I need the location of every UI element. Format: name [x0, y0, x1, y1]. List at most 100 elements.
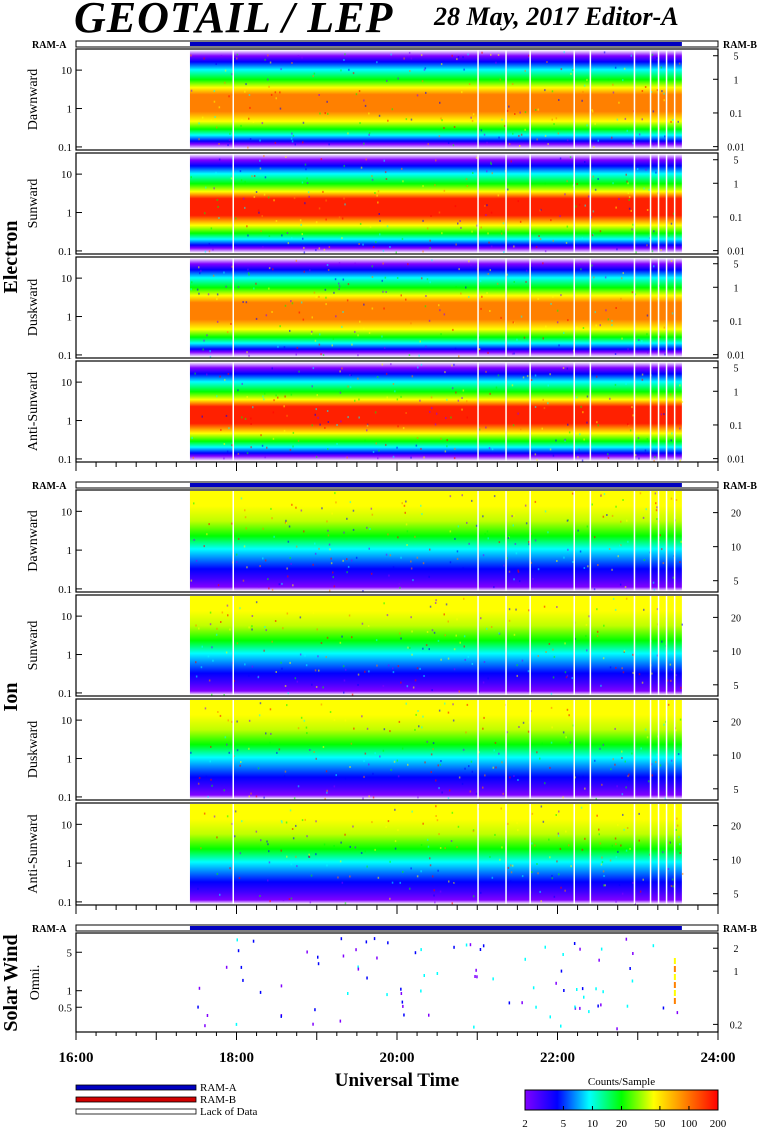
spectrogram-speck [542, 820, 545, 823]
data-gap [573, 258, 575, 357]
spectrogram-speck [331, 512, 333, 515]
spectrogram-speck [465, 178, 468, 181]
spectrogram-speck [479, 246, 481, 249]
spectrogram-speck [586, 395, 589, 398]
spectrogram-speck [383, 159, 385, 162]
spectrogram-speck [261, 122, 264, 125]
spectrogram-speck [452, 882, 454, 885]
spectrogram-speck [250, 792, 252, 795]
spectrogram-speck [518, 726, 520, 728]
spectrogram-speck [566, 519, 569, 522]
data-gap [505, 362, 507, 461]
spectrogram-speck [638, 133, 641, 136]
spectrogram-speck [267, 54, 269, 57]
spectrogram-speck [509, 776, 511, 779]
spectrogram-speck [193, 539, 195, 541]
spectrogram-speck [492, 766, 494, 769]
spectrogram-speck [437, 764, 439, 767]
spectrogram-speck [507, 866, 510, 869]
spectrogram-speck [203, 339, 205, 342]
spectrogram-speck [410, 560, 412, 563]
spectrogram-speck [241, 382, 243, 385]
spectrogram-speck [439, 847, 442, 849]
spectrogram-speck [534, 453, 537, 456]
spectrogram-speck [421, 97, 423, 100]
spectrogram-speck [513, 775, 515, 778]
y-tick-label: 10 [61, 65, 73, 77]
spectrogram-speck [385, 443, 387, 446]
spectrogram-speck [350, 742, 353, 745]
spectrogram-speck [261, 215, 263, 218]
spectrogram-speck [418, 354, 420, 357]
spectrogram-speck [351, 343, 353, 346]
spectrogram-speck [429, 548, 431, 551]
spectrogram-speck [295, 353, 297, 356]
spectrogram-speck [435, 599, 437, 602]
solar-wind-point [560, 1024, 562, 1028]
spectrogram-speck [464, 658, 466, 661]
spectrogram-speck [602, 870, 605, 873]
spectrogram-speck [562, 367, 565, 369]
spectrogram-speck [341, 635, 343, 638]
spectrogram-speck [586, 525, 589, 528]
spectrogram-speck [392, 566, 395, 569]
spectrogram-speck [508, 143, 511, 146]
spectrogram-speck [291, 237, 293, 240]
spectrogram-speck [438, 787, 440, 790]
spectrogram-speck [361, 600, 363, 602]
spectrogram-speck [525, 522, 528, 525]
spectrogram-speck [601, 856, 603, 859]
spectrogram-speck [265, 732, 267, 735]
spectrogram-speck [495, 386, 498, 389]
spectrogram-speck [351, 693, 354, 696]
spectrogram-speck [558, 344, 560, 347]
spectrogram-speck [221, 611, 224, 614]
y-tick-label: 10 [61, 611, 73, 623]
spectrogram-speck [209, 355, 212, 358]
spectrogram-speck [670, 679, 672, 682]
spectrogram-speck [236, 720, 238, 723]
spectrogram-speck [429, 857, 431, 860]
data-gap [673, 596, 676, 695]
spectrogram-speck [349, 875, 351, 878]
solar-wind-point [436, 972, 439, 975]
spectrogram-speck [405, 118, 408, 121]
spectrogram-speck [475, 792, 478, 795]
spectrogram-speck [225, 285, 227, 288]
right-tick-label: 1 [734, 75, 739, 86]
spectrogram-speck [540, 900, 542, 903]
data-gap [665, 258, 668, 357]
spectrogram-speck [421, 80, 424, 83]
spectrogram-speck [338, 216, 341, 219]
spectrogram-speck [483, 661, 486, 663]
spectrogram-speck [394, 808, 396, 811]
spectrogram-speck [549, 856, 551, 859]
spectrogram-speck [672, 576, 675, 579]
spectrogram-speck [215, 63, 217, 65]
y-tick-label: 1 [67, 208, 73, 220]
data-gap [633, 804, 636, 904]
spectrogram-speck [610, 768, 612, 771]
spectrogram-speck [480, 891, 482, 894]
spectrogram-speck [507, 228, 509, 231]
spectrogram-speck [453, 126, 456, 128]
spectrogram-speck [363, 303, 365, 306]
spectrogram-speck [444, 702, 446, 705]
spectrogram-speck [544, 89, 546, 92]
spectrogram-speck [536, 751, 538, 754]
data-gap [633, 491, 636, 591]
spectrogram-speck [429, 281, 431, 284]
spectrogram-speck [376, 376, 379, 378]
data-gap [673, 154, 676, 253]
spectrogram-speck [627, 423, 629, 426]
spectrogram-speck [475, 524, 478, 527]
spectrogram-speck [440, 437, 442, 440]
spectrogram-speck [248, 354, 250, 357]
spectrogram-speck [366, 727, 369, 730]
spectrogram-speck [454, 347, 457, 350]
spectrogram-speck [614, 837, 617, 840]
spectrogram-speck [248, 719, 251, 722]
spectrogram-speck [400, 681, 402, 684]
spectrogram-speck [382, 249, 385, 252]
y-tick-label: 0.1 [58, 246, 72, 258]
